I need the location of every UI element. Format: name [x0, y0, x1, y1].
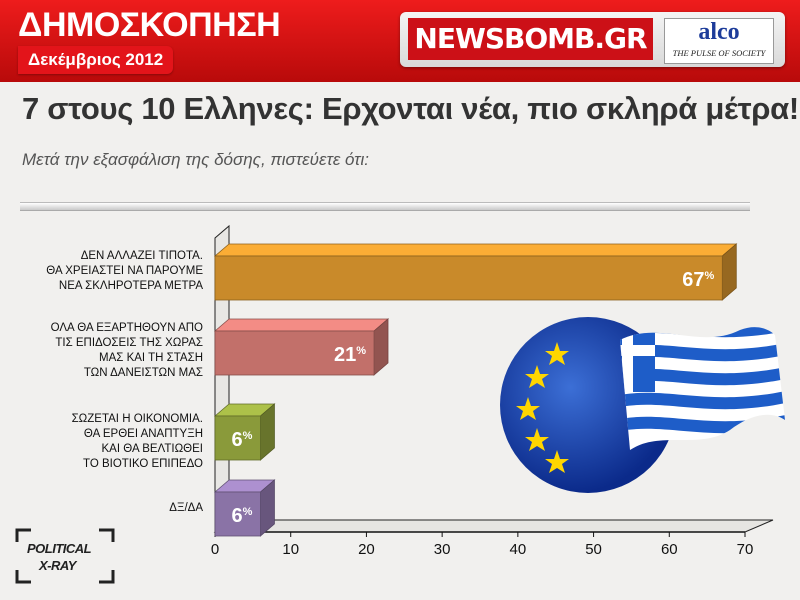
political-xray-badge: POLITICAL X-RAY	[15, 528, 115, 584]
bar-value-number: 6	[232, 505, 243, 527]
bar-value-label: 6%	[232, 505, 253, 527]
bar-value-label: 6%	[232, 429, 253, 451]
header-banner: ΔΗΜΟΣΚΟΠΗΣΗ Δεκέμβριος 2012 NEWSBOMB.GR …	[0, 0, 800, 82]
bar	[214, 330, 375, 376]
x-tick-label: 40	[510, 541, 527, 558]
eu-greek-flag-illustration	[500, 317, 785, 493]
x-tick-label: 10	[282, 541, 299, 558]
badge-line-1: POLITICAL	[27, 541, 92, 556]
newsbomb-logo[interactable]: NEWSBOMB.GR	[408, 18, 653, 60]
header-date: Δεκέμβριος 2012	[18, 46, 174, 74]
x-tick-label: 20	[358, 541, 375, 558]
bar	[214, 255, 723, 301]
bar-value-unit: %	[356, 345, 366, 357]
bar-value-unit: %	[243, 506, 253, 518]
chart-floor	[213, 519, 774, 533]
bar-value-unit: %	[705, 270, 715, 282]
bar-value-number: 6	[232, 429, 243, 451]
header-title: ΔΗΜΟΣΚΟΠΗΣΗ	[18, 6, 281, 44]
alco-logo-name: alco	[698, 19, 740, 45]
eu-stars	[516, 342, 569, 473]
category-label-4: ΔΞ/ΔΑ	[169, 502, 203, 514]
bar-value-label: 67%	[682, 269, 714, 291]
bar-value-unit: %	[243, 430, 253, 442]
category-label-1: ΔΕΝ ΑΛΛΑΖΕΙ ΤΙΠΟΤΑ. ΘΑ ΧΡΕΙΑΣΤΕΙ ΝΑ ΠΑΡΟ…	[46, 250, 203, 292]
xray-frame-icon	[15, 528, 115, 584]
x-tick-label: 70	[737, 541, 754, 558]
category-label-2: ΟΛΑ ΘΑ ΕΞΑΡΤΗΘΟΥΝ ΑΠΟ ΤΙΣ ΕΠΙΔΟΣΕΙΣ ΤΗΣ …	[50, 322, 203, 379]
bar-top-face	[213, 318, 390, 332]
divider	[20, 202, 750, 211]
bar-top-face	[213, 243, 738, 257]
x-tick-label: 50	[585, 541, 602, 558]
bar-value-label: 21%	[334, 344, 366, 366]
badge-line-2: X-RAY	[39, 558, 76, 573]
bar-value-number: 21	[334, 344, 356, 366]
bar	[214, 491, 261, 537]
x-tick-label: 0	[211, 541, 219, 558]
category-label-3: ΣΩΖΕΤΑΙ Η ΟΙΚΟΝΟΜΙΑ. ΘΑ ΕΡΘΕΙ ΑΝΑΠΤΥΞΗ Κ…	[71, 413, 203, 470]
sponsor-logos: NEWSBOMB.GR alco THE PULSE OF SOCIETY	[400, 12, 785, 67]
x-tick-label: 60	[661, 541, 678, 558]
alco-logo-tagline: THE PULSE OF SOCIETY	[672, 48, 766, 58]
alco-logo[interactable]: alco THE PULSE OF SOCIETY	[664, 18, 774, 64]
bar-value-number: 67	[682, 269, 704, 291]
poll-question: Μετά την εξασφάλιση της δόσης, πιστεύετε…	[22, 150, 369, 169]
headline: 7 στους 10 Ελληνες: Ερχονται νέα, πιο σκ…	[22, 91, 799, 126]
bar	[214, 415, 261, 461]
x-tick-label: 30	[434, 541, 451, 558]
